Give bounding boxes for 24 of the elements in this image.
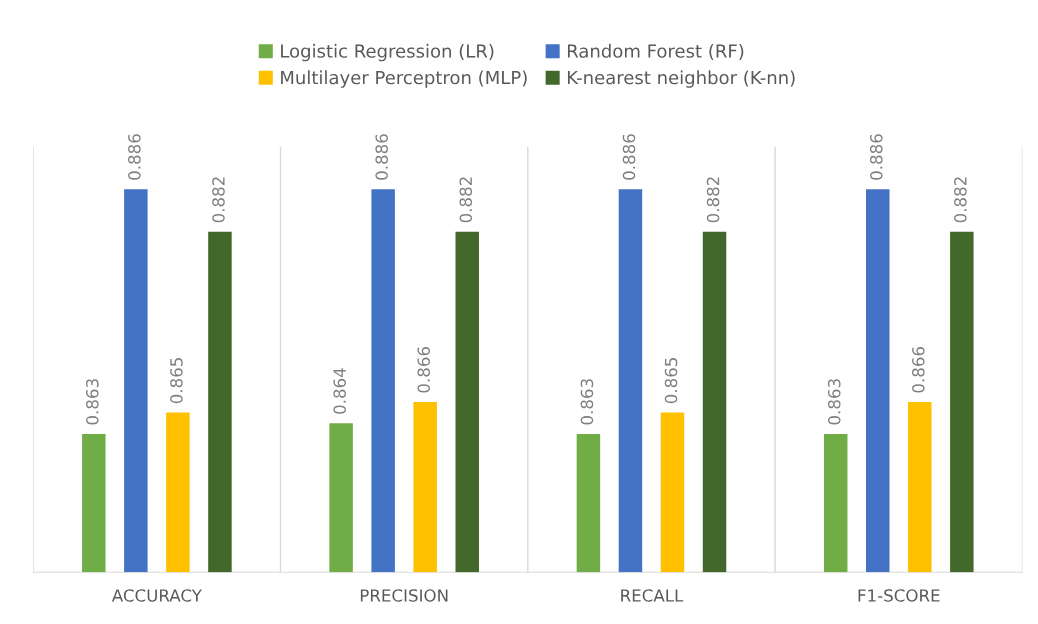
x-tick-label: F1-SCORE [858,589,940,602]
data-label: 0.882 [212,177,225,223]
data-label: 0.863 [827,379,841,425]
data-label: 0.882 [706,177,720,223]
data-label: 0.866 [417,346,431,393]
data-label: 0.866 [912,346,925,393]
legend-label: Random Forest (RF) [567,43,744,60]
data-label: 0.882 [954,177,967,223]
data-label: 0.886 [622,134,636,180]
x-tick-label: RECALL [621,589,684,602]
data-label: 0.865 [170,358,183,404]
data-label: 0.863 [86,379,99,425]
data-label: 0.886 [128,134,141,180]
legend-label: K-nearest neighbor (K-nn) [567,70,795,88]
data-label: 0.865 [664,358,678,404]
x-tick-label: PRECISION [360,589,448,602]
data-label: 0.863 [580,379,594,425]
legend-label: Logistic Regression (LR) [281,43,494,62]
data-label: 0.864 [333,368,346,414]
data-label: 0.886 [375,134,388,180]
data-label: 0.882 [459,177,473,223]
data-label: 0.886 [869,134,883,180]
legend-label: Multilayer Perceptron (MLP) [281,70,527,88]
x-tick-label: ACCURACY [111,589,202,602]
